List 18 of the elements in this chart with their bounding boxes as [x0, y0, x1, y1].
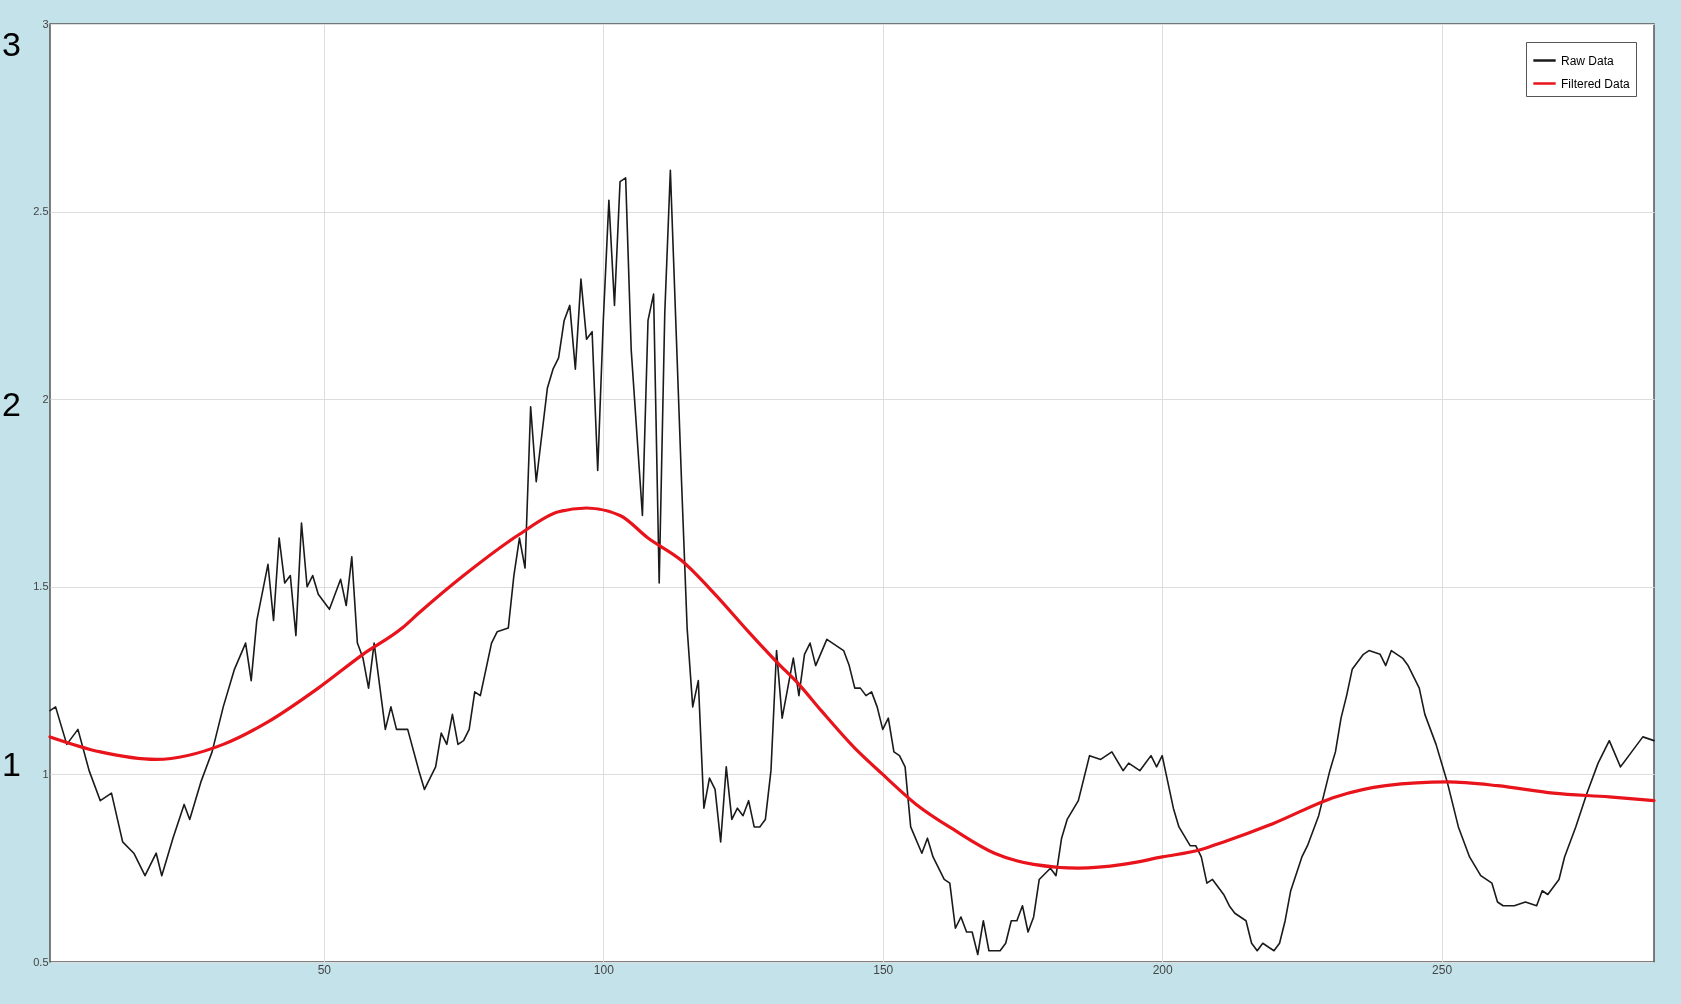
text: 3: [2, 25, 21, 63]
y-tick-label: 3: [42, 17, 49, 30]
y-tick-label: 1.5: [33, 580, 49, 593]
x-tick-label: 50: [317, 962, 332, 977]
legend-label: Raw Data: [1561, 53, 1615, 68]
x-tick-label: 200: [1152, 962, 1174, 977]
y-tick-label: 0.5: [33, 955, 49, 968]
line-series: [48, 506, 1656, 870]
text: 2: [2, 385, 21, 423]
y-tick-label: 2: [42, 392, 49, 405]
line-series: [49, 169, 1655, 956]
x-tick-label: 150: [873, 962, 894, 977]
legend-label: Filtered Data: [1561, 76, 1631, 91]
y-tick-label: 2.5: [33, 205, 49, 218]
x-tick-label: 100: [593, 962, 615, 977]
y-tick-label: 1: [42, 767, 49, 780]
x-tick-label: 250: [1432, 962, 1453, 977]
text: 1: [2, 745, 21, 783]
